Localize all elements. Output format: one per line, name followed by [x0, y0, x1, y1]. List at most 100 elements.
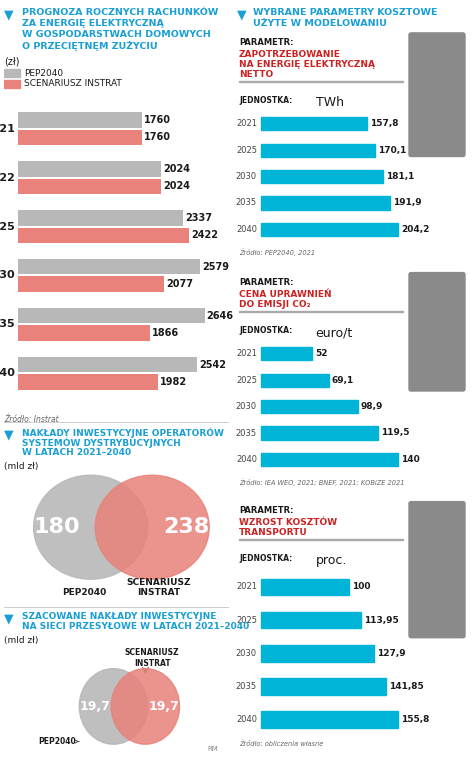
Text: 2035: 2035: [236, 429, 257, 438]
Bar: [261, 678, 386, 695]
Text: CENA UPRAWNIEŃ: CENA UPRAWNIEŃ: [239, 290, 332, 299]
Text: SCENARIUSZ
INSTRAT: SCENARIUSZ INSTRAT: [127, 578, 191, 597]
Bar: [261, 426, 378, 439]
Bar: [4, 69, 20, 77]
Bar: [261, 170, 383, 183]
Bar: [261, 196, 390, 210]
Text: 140: 140: [401, 455, 420, 464]
Bar: [18, 112, 142, 128]
Text: ZAPOTRZEBOWANIE: ZAPOTRZEBOWANIE: [239, 50, 341, 59]
Text: PEP2040: PEP2040: [24, 68, 63, 78]
Text: PEP2040: PEP2040: [61, 588, 106, 597]
Bar: [18, 227, 189, 243]
Bar: [18, 356, 197, 372]
Text: 204,2: 204,2: [401, 225, 429, 234]
Text: PROGNOZA ROCZNYCH RACHUNKÓW: PROGNOZA ROCZNYCH RACHUNKÓW: [22, 8, 219, 17]
Text: 181,1: 181,1: [386, 172, 414, 181]
Text: 2035: 2035: [236, 198, 257, 207]
Bar: [261, 645, 374, 662]
Text: UŻYTE W MODELOWANIU: UŻYTE W MODELOWANIU: [253, 19, 387, 28]
Text: (mld zł): (mld zł): [4, 462, 38, 471]
Bar: [261, 347, 312, 360]
Ellipse shape: [79, 669, 148, 744]
Text: 52: 52: [315, 350, 327, 358]
Text: ▼: ▼: [4, 8, 14, 21]
Ellipse shape: [111, 669, 180, 744]
FancyBboxPatch shape: [409, 33, 465, 157]
Bar: [261, 144, 376, 157]
Bar: [261, 223, 398, 236]
Text: 98,9: 98,9: [361, 402, 383, 411]
Text: NA SIECI PRZESYŁOWE W LATACH 2021–2040: NA SIECI PRZESYŁOWE W LATACH 2021–2040: [22, 622, 249, 631]
Text: 2035: 2035: [236, 682, 257, 691]
Text: 2077: 2077: [166, 279, 193, 290]
Text: 2021: 2021: [236, 350, 257, 358]
Text: 2646: 2646: [207, 311, 234, 321]
Text: WZROST KOSZTÓW: WZROST KOSZTÓW: [239, 518, 337, 527]
Text: SYSTEMÓW DYSTRYBUCYJNYCH: SYSTEMÓW DYSTRYBUCYJNYCH: [22, 438, 181, 448]
Text: ▼: ▼: [4, 428, 14, 441]
Text: 2022: 2022: [0, 173, 15, 182]
Text: 2024: 2024: [163, 182, 190, 192]
Text: 1866: 1866: [152, 328, 179, 338]
FancyBboxPatch shape: [409, 273, 465, 391]
Text: 2025: 2025: [236, 146, 257, 155]
Text: 170,1: 170,1: [378, 146, 407, 155]
Text: 2035: 2035: [0, 319, 15, 329]
Text: Żródło: obliczenia własne: Żródło: obliczenia własne: [239, 740, 324, 747]
Text: euro/t: euro/t: [315, 326, 353, 339]
Text: Żródło: PEP2040, 2021: Żródło: PEP2040, 2021: [239, 248, 315, 256]
Bar: [239, 539, 403, 540]
Text: 2040: 2040: [236, 225, 257, 234]
Text: 19,7: 19,7: [80, 700, 111, 713]
Text: Żródło: IEA WEO, 2021; BNEF, 2021; KOBiZE 2021: Żródło: IEA WEO, 2021; BNEF, 2021; KOBiZ…: [239, 478, 404, 486]
Text: WYBRANE PARAMETRY KOSZTOWE: WYBRANE PARAMETRY KOSZTOWE: [253, 8, 438, 17]
Text: 180: 180: [33, 518, 80, 537]
Ellipse shape: [34, 475, 148, 579]
Text: 141,85: 141,85: [389, 682, 424, 691]
Text: 2025: 2025: [0, 221, 15, 232]
Text: JEDNOSTKA:: JEDNOSTKA:: [239, 326, 292, 335]
Text: 2337: 2337: [185, 213, 212, 223]
Text: NAKŁADY INWESTYCYJNE OPERATORÓW: NAKŁADY INWESTYCYJNE OPERATORÓW: [22, 428, 224, 439]
Text: NA ENERGIĘ ELEKTRYCZNĄ: NA ENERGIĘ ELEKTRYCZNĄ: [239, 60, 375, 69]
Text: 2021: 2021: [236, 119, 257, 128]
Text: PARAMETR:: PARAMETR:: [239, 506, 294, 515]
Text: (zł): (zł): [4, 57, 19, 67]
Text: SCENARIUSZ
INSTRAT: SCENARIUSZ INSTRAT: [125, 648, 180, 668]
Text: 2542: 2542: [199, 359, 227, 369]
Text: 2579: 2579: [202, 261, 229, 271]
Bar: [261, 117, 367, 131]
Text: ZA ENERGIĘ ELEKTRYCZNĄ: ZA ENERGIĘ ELEKTRYCZNĄ: [22, 19, 164, 28]
Text: 155,8: 155,8: [401, 715, 429, 724]
Text: 19,7: 19,7: [148, 700, 179, 713]
Bar: [261, 711, 398, 728]
Text: 2024: 2024: [163, 164, 190, 174]
Text: 157,8: 157,8: [370, 119, 399, 128]
Text: W GOSPODARSTWACH DOMOWYCH: W GOSPODARSTWACH DOMOWYCH: [22, 30, 211, 39]
Ellipse shape: [95, 475, 209, 579]
Text: 2040: 2040: [0, 369, 15, 378]
Text: 2021: 2021: [0, 124, 15, 134]
Text: 119,5: 119,5: [381, 429, 410, 438]
Text: 2025: 2025: [236, 375, 257, 385]
Text: SCENARIUSZ INSTRAT: SCENARIUSZ INSTRAT: [24, 80, 122, 88]
Text: 2030: 2030: [236, 649, 257, 658]
Bar: [18, 277, 165, 292]
Text: 1760: 1760: [144, 115, 171, 125]
Text: (mld zł): (mld zł): [4, 636, 38, 645]
Bar: [18, 210, 183, 226]
Text: RM: RM: [207, 746, 218, 752]
Bar: [18, 161, 161, 176]
Text: 2030: 2030: [236, 172, 257, 181]
Text: O PRZECIĘTNĘM ZUŻYCIU: O PRZECIĘTNĘM ZUŻYCIU: [22, 41, 158, 51]
Bar: [18, 374, 158, 390]
Text: 100: 100: [352, 582, 371, 591]
Bar: [18, 130, 142, 145]
Text: 2025: 2025: [236, 616, 257, 625]
Text: 1760: 1760: [144, 132, 171, 142]
Text: ▼: ▼: [237, 8, 246, 21]
Text: DO EMISJI CO₂: DO EMISJI CO₂: [239, 300, 311, 309]
Bar: [18, 179, 161, 195]
Bar: [239, 81, 403, 82]
